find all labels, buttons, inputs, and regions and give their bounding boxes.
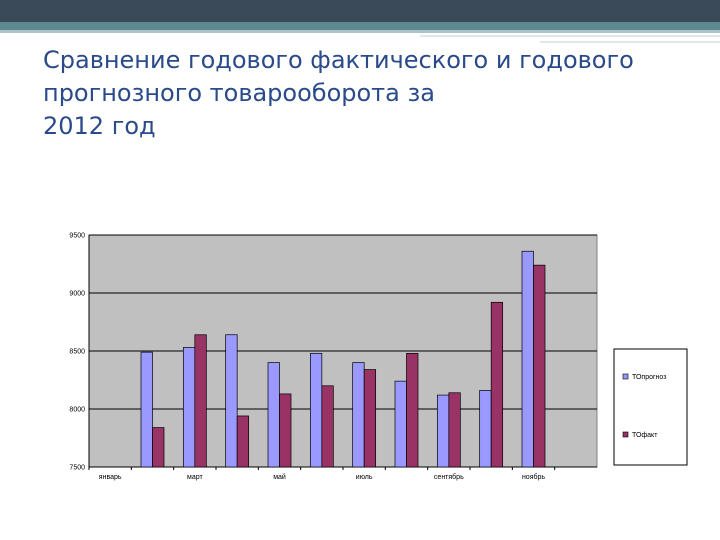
legend-label: ТОфакт (632, 432, 658, 439)
bar (225, 334, 238, 468)
slide-title: Сравнение годового фактического и годово… (43, 46, 634, 140)
bar (363, 369, 377, 468)
legend-label: ТОпрогноз (632, 374, 666, 381)
bar (194, 334, 207, 468)
bar (394, 380, 407, 468)
bar (479, 390, 492, 468)
bar (490, 301, 504, 468)
bar (321, 385, 334, 468)
slide-header-bar (0, 0, 720, 22)
bar (182, 347, 196, 468)
x-tick-label: июль (356, 474, 373, 481)
legend-swatch (622, 373, 629, 380)
header-decoration (420, 33, 720, 53)
y-tick-label: 8000 (69, 407, 85, 414)
y-tick-label: 8500 (69, 349, 85, 356)
bar (309, 352, 323, 468)
bar (267, 362, 280, 468)
bar (152, 427, 165, 468)
bar (140, 351, 153, 468)
legend-box (613, 348, 688, 466)
bar (521, 250, 534, 468)
y-tick-label: 9000 (69, 291, 85, 298)
bar (533, 264, 546, 468)
x-tick-label: сентябрь (434, 473, 464, 481)
bar (352, 362, 365, 468)
bar (448, 392, 461, 468)
x-tick-label: март (187, 474, 203, 481)
bar (406, 352, 419, 468)
slide-header-accent-light (0, 30, 720, 33)
legend-swatch (622, 431, 629, 438)
bar (436, 394, 450, 468)
x-tick-label: май (273, 473, 286, 481)
x-tick-label: январь (99, 474, 122, 481)
x-tick-label: ноябрь (522, 473, 545, 481)
y-tick-label: 7500 (69, 465, 85, 472)
bar (236, 415, 250, 468)
bar (279, 393, 292, 468)
slide-header-accent (0, 22, 720, 30)
y-tick-label: 9500 (69, 233, 85, 240)
